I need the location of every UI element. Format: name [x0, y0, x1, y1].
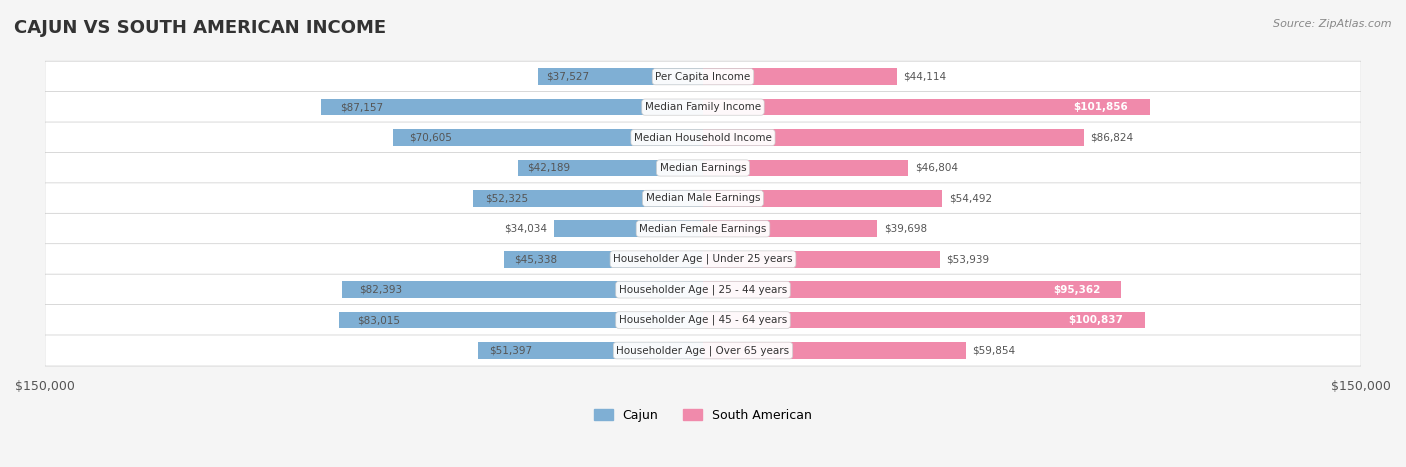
Text: Householder Age | Under 25 years: Householder Age | Under 25 years [613, 254, 793, 264]
Text: $70,605: $70,605 [409, 133, 451, 142]
Text: $59,854: $59,854 [972, 346, 1015, 355]
Text: Householder Age | 25 - 44 years: Householder Age | 25 - 44 years [619, 284, 787, 295]
Bar [474, 190, 703, 207]
FancyBboxPatch shape [45, 244, 1361, 275]
FancyBboxPatch shape [45, 274, 1361, 305]
Bar [703, 190, 942, 207]
Text: $54,492: $54,492 [949, 193, 991, 204]
FancyBboxPatch shape [45, 213, 1361, 244]
Bar [339, 311, 703, 328]
Bar [703, 160, 908, 177]
Text: CAJUN VS SOUTH AMERICAN INCOME: CAJUN VS SOUTH AMERICAN INCOME [14, 19, 387, 37]
Text: $101,856: $101,856 [1073, 102, 1128, 112]
Text: Median Female Earnings: Median Female Earnings [640, 224, 766, 234]
Text: $100,837: $100,837 [1069, 315, 1123, 325]
Text: $46,804: $46,804 [915, 163, 957, 173]
Text: Median Household Income: Median Household Income [634, 133, 772, 142]
Text: $37,527: $37,527 [547, 72, 589, 82]
Bar [703, 220, 877, 237]
Bar [703, 68, 897, 85]
Text: $52,325: $52,325 [485, 193, 529, 204]
Bar [478, 342, 703, 359]
Bar [505, 251, 703, 268]
Text: Median Earnings: Median Earnings [659, 163, 747, 173]
Bar [394, 129, 703, 146]
Text: $82,393: $82,393 [360, 285, 402, 295]
Text: $44,114: $44,114 [903, 72, 946, 82]
Text: $39,698: $39,698 [884, 224, 927, 234]
Text: Median Male Earnings: Median Male Earnings [645, 193, 761, 204]
Bar [517, 160, 703, 177]
Text: $86,824: $86,824 [1091, 133, 1133, 142]
FancyBboxPatch shape [45, 122, 1361, 153]
Bar [321, 99, 703, 115]
Bar [342, 281, 703, 298]
Text: $42,189: $42,189 [527, 163, 571, 173]
Legend: Cajun, South American: Cajun, South American [589, 403, 817, 427]
FancyBboxPatch shape [45, 335, 1361, 366]
Bar [703, 311, 1146, 328]
Bar [703, 281, 1122, 298]
Text: $87,157: $87,157 [340, 102, 382, 112]
Text: Source: ZipAtlas.com: Source: ZipAtlas.com [1274, 19, 1392, 28]
Text: $45,338: $45,338 [515, 254, 557, 264]
Text: Per Capita Income: Per Capita Income [655, 72, 751, 82]
Bar [703, 251, 939, 268]
Bar [554, 220, 703, 237]
Bar [703, 342, 966, 359]
Bar [538, 68, 703, 85]
FancyBboxPatch shape [45, 92, 1361, 123]
Text: $51,397: $51,397 [489, 346, 531, 355]
Text: $83,015: $83,015 [357, 315, 401, 325]
FancyBboxPatch shape [45, 304, 1361, 336]
Bar [703, 129, 1084, 146]
Text: $53,939: $53,939 [946, 254, 990, 264]
FancyBboxPatch shape [45, 152, 1361, 184]
FancyBboxPatch shape [45, 183, 1361, 214]
Text: Householder Age | 45 - 64 years: Householder Age | 45 - 64 years [619, 315, 787, 325]
Text: $95,362: $95,362 [1053, 285, 1101, 295]
FancyBboxPatch shape [45, 61, 1361, 92]
Bar [703, 99, 1150, 115]
Text: $34,034: $34,034 [505, 224, 547, 234]
Text: Median Family Income: Median Family Income [645, 102, 761, 112]
Text: Householder Age | Over 65 years: Householder Age | Over 65 years [616, 345, 790, 356]
